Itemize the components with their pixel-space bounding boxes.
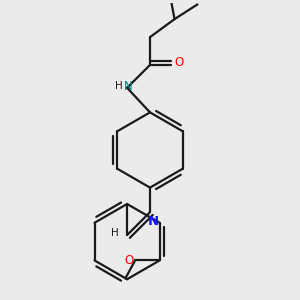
Text: N: N [148, 215, 159, 228]
Text: H: H [111, 228, 119, 239]
Text: H: H [115, 81, 123, 91]
Text: N: N [124, 80, 133, 93]
Text: O: O [175, 56, 184, 70]
Text: O: O [124, 254, 134, 267]
